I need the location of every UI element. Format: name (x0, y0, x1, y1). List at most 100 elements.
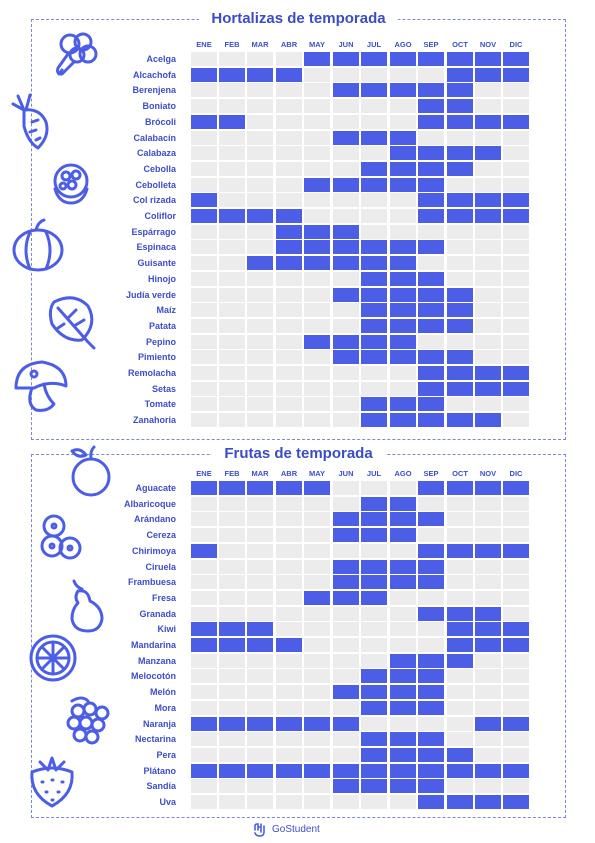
season-cell-empty (304, 543, 330, 558)
calendar-row: Pimiento (0, 350, 595, 365)
season-cell-empty (247, 575, 273, 590)
season-cell-active (191, 193, 217, 208)
season-cell-active (361, 496, 387, 511)
blueberries-icon (38, 512, 90, 564)
season-cell-empty (304, 303, 330, 318)
season-cell-empty (333, 193, 359, 208)
calendar-row: Acelga (0, 52, 595, 66)
season-cell-active (447, 606, 473, 621)
season-cell-empty (447, 397, 473, 412)
season-cell-empty (447, 271, 473, 286)
month-header: MAR (251, 40, 269, 49)
item-label: Hinojo (148, 273, 176, 284)
season-cell-active (390, 575, 416, 590)
season-cell-empty (276, 732, 302, 747)
season-cell-active (361, 303, 387, 318)
item-label: Calabacín (133, 132, 176, 143)
season-cell-empty (333, 638, 359, 652)
season-cell-active (418, 559, 444, 574)
season-cell-empty (447, 700, 473, 715)
season-cell-active (333, 130, 359, 145)
season-cell-active (447, 381, 473, 396)
item-label: Calabaza (136, 148, 176, 159)
season-cell-empty (361, 209, 387, 223)
season-cell-active (475, 67, 501, 82)
season-cell-empty (447, 512, 473, 527)
month-header: MAY (309, 469, 325, 478)
season-cell-empty (191, 350, 217, 365)
season-cell-empty (247, 795, 273, 809)
season-cell-empty (304, 575, 330, 590)
season-cell-empty (191, 747, 217, 762)
season-cell-empty (191, 700, 217, 715)
season-cell-empty (304, 700, 330, 715)
season-cell-active (191, 638, 217, 652)
season-cell-empty (418, 334, 444, 349)
season-cell-active (361, 669, 387, 684)
season-cell-empty (475, 747, 501, 762)
month-header: ENE (196, 40, 212, 49)
season-cell-empty (390, 193, 416, 208)
season-cell-empty (333, 146, 359, 161)
season-cell-active (503, 67, 529, 82)
season-cell-active (447, 67, 473, 82)
season-cell-active (247, 209, 273, 223)
season-cell-empty (418, 638, 444, 652)
calendar-row: Coliflor (0, 209, 595, 223)
season-cell-active (361, 685, 387, 700)
season-cell-empty (219, 543, 245, 558)
calendar-row: Hinojo (0, 271, 595, 286)
season-cell-empty (333, 67, 359, 82)
season-cell-active (361, 700, 387, 715)
season-cell-empty (276, 303, 302, 318)
season-cell-active (447, 543, 473, 558)
season-cell-empty (333, 795, 359, 809)
season-cell-active (390, 653, 416, 668)
mushroom-icon (10, 358, 70, 416)
calendar-row: Brócoli (0, 114, 595, 129)
season-cell-empty (447, 732, 473, 747)
season-cell-active (447, 653, 473, 668)
season-cell-empty (219, 303, 245, 318)
season-cell-active (333, 590, 359, 605)
season-cell-active (276, 481, 302, 495)
item-label: Coliflor (144, 211, 177, 221)
calendar-row: Pepino (0, 334, 595, 349)
calendar-row: Espárrago (0, 224, 595, 239)
season-cell-empty (191, 83, 217, 98)
season-cell-empty (361, 543, 387, 558)
item-label: Albaricoque (123, 498, 176, 509)
season-cell-empty (447, 256, 473, 271)
season-cell-empty (333, 114, 359, 129)
season-cell-empty (276, 747, 302, 762)
season-cell-empty (304, 318, 330, 333)
item-label: Melón (150, 687, 176, 698)
season-cell-empty (304, 146, 330, 161)
season-cell-active (390, 240, 416, 255)
season-cell-empty (304, 271, 330, 286)
season-cell-empty (418, 716, 444, 731)
calendar-row: Berenjena (0, 83, 595, 98)
season-cell-active (475, 193, 501, 208)
season-cell-empty (219, 99, 245, 114)
season-cell-empty (333, 397, 359, 412)
item-label: Setas (151, 383, 176, 394)
season-cell-active (418, 413, 444, 428)
season-cell-empty (390, 543, 416, 558)
season-cell-empty (191, 732, 217, 747)
item-label: Melocotón (131, 671, 176, 682)
season-cell-active (219, 716, 245, 731)
season-cell-empty (503, 303, 529, 318)
season-cell-active (418, 271, 444, 286)
month-header: SEP (423, 40, 439, 49)
season-cell-empty (191, 496, 217, 511)
season-cell-active (390, 700, 416, 715)
season-cell-active (418, 606, 444, 621)
month-header: NOV (479, 469, 497, 478)
season-cell-empty (447, 779, 473, 794)
season-cell-empty (361, 606, 387, 621)
season-cell-empty (276, 350, 302, 365)
season-cell-empty (276, 496, 302, 511)
season-cell-active (475, 716, 501, 731)
season-cell-active (418, 161, 444, 176)
